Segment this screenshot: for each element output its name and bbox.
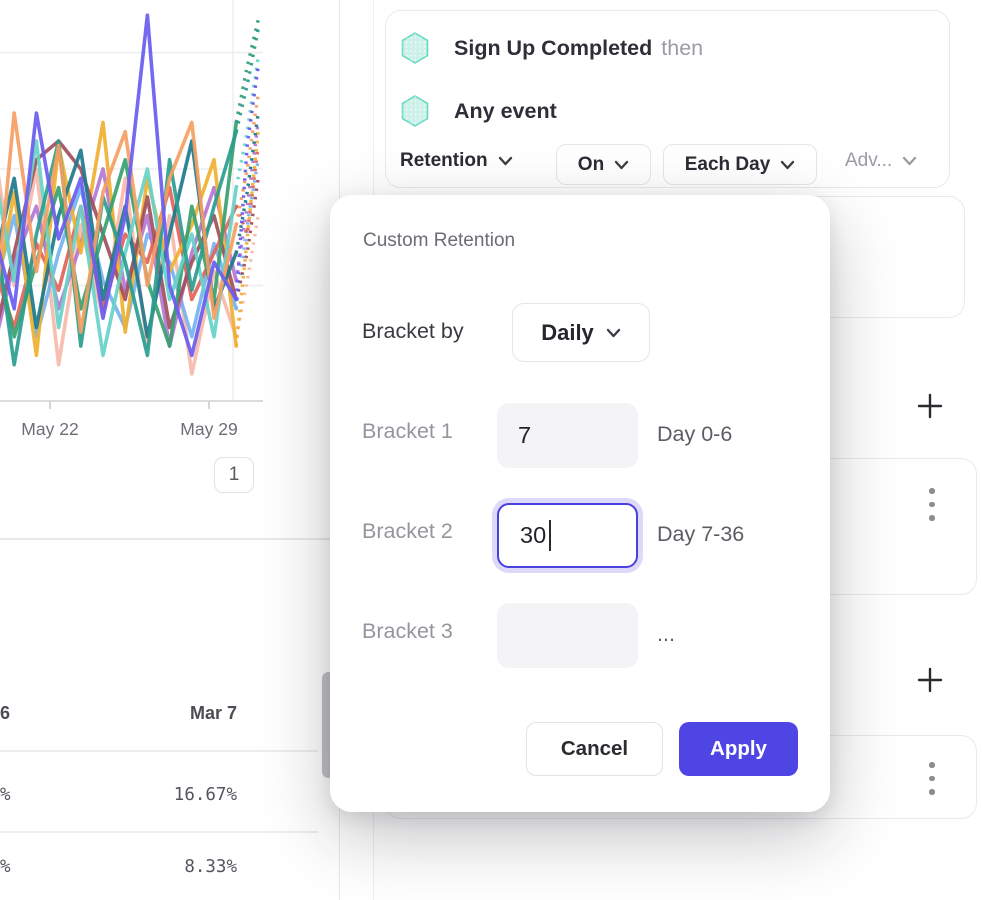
apply-button[interactable]: Apply	[679, 722, 798, 776]
bracket-2-range-hint: Day 7-36	[657, 522, 745, 546]
kebab-dot	[929, 501, 935, 507]
table-row: % 16.67%	[0, 770, 340, 820]
kebab-menu-icon[interactable]	[929, 488, 935, 521]
bracket-1-value: 7	[518, 422, 532, 448]
bracket-2-label: Bracket 2	[362, 519, 453, 543]
kebab-dot	[929, 789, 935, 795]
table-cell-value: 8.33%	[184, 857, 237, 877]
bracket-3-input[interactable]	[497, 603, 638, 668]
kebab-dot	[929, 488, 935, 494]
table-cell-partial: %	[0, 857, 11, 877]
query-builder-card: Sign Up Completed then Any event Retentio…	[385, 10, 950, 188]
bracket-by-dropdown[interactable]: Daily	[512, 303, 650, 362]
advanced-dropdown[interactable]: Adv...	[845, 150, 917, 172]
retention-line-chart[interactable]	[0, 0, 263, 412]
event-step-signup[interactable]: Sign Up Completed then	[401, 31, 703, 65]
text-cursor	[549, 520, 552, 551]
bracket-2-input[interactable]: 30	[497, 503, 638, 568]
chevron-down-icon	[781, 160, 795, 169]
table-header-cell: Mar 7	[189, 703, 237, 723]
event-name: Sign Up Completed	[454, 35, 653, 60]
bracket-1-label: Bracket 1	[362, 419, 453, 443]
x-axis-tick-label: May 22	[21, 419, 79, 439]
table-header-row: 6 Mar 7	[0, 690, 340, 736]
cancel-button[interactable]: Cancel	[526, 722, 663, 776]
pagination-page-button[interactable]: 1	[214, 457, 254, 493]
bracket-by-dropdown-label: Daily	[541, 319, 594, 345]
granularity-dropdown[interactable]: Each Day	[663, 144, 817, 185]
event-hexagon-icon	[401, 32, 429, 64]
table-row-divider	[0, 831, 318, 833]
chevron-down-icon	[615, 160, 629, 169]
bracket-1-input[interactable]: 7	[497, 403, 638, 468]
kebab-dot	[929, 775, 935, 781]
on-dropdown[interactable]: On	[556, 144, 651, 185]
event-step-any-event[interactable]: Any event	[401, 94, 557, 128]
table-cell-partial: %	[0, 785, 11, 805]
chevron-down-icon	[498, 156, 512, 166]
kebab-dot	[929, 762, 935, 768]
table-row-divider	[0, 750, 318, 752]
event-name: Any event	[454, 98, 557, 123]
bracket-by-label: Bracket by	[362, 319, 464, 343]
measure-dropdown-label: Retention	[400, 150, 488, 171]
x-axis-tick-label: May 29	[180, 419, 238, 439]
chevron-down-icon	[606, 328, 620, 337]
bracket-3-range-hint: ...	[657, 622, 675, 646]
advanced-dropdown-label: Adv...	[845, 150, 893, 171]
on-dropdown-label: On	[577, 153, 605, 175]
table-header-partial: 6	[0, 703, 11, 723]
left-report-section: May 22 May 29 1 6 Mar 7 % 16.67% % 8.33%	[0, 0, 340, 900]
kebab-menu-icon[interactable]	[929, 762, 935, 795]
add-section-plus-icon[interactable]	[917, 393, 943, 419]
bracket-2-value: 30	[520, 522, 547, 548]
chevron-down-icon	[903, 156, 917, 166]
modal-title: Custom Retention	[363, 230, 516, 251]
event-hexagon-icon	[401, 95, 429, 127]
bracket-1-range-hint: Day 0-6	[657, 422, 733, 446]
bracket-3-label: Bracket 3	[362, 619, 453, 643]
custom-retention-modal: Custom Retention Bracket by Daily Bracke…	[330, 195, 830, 812]
section-divider	[0, 538, 340, 540]
event-suffix: then	[661, 35, 704, 60]
table-cell-value: 16.67%	[173, 785, 237, 805]
kebab-dot	[929, 515, 935, 521]
measure-dropdown[interactable]: Retention	[400, 150, 513, 172]
query-controls-row: Retention On Each Day Adv...	[386, 143, 949, 185]
table-row: % 8.33%	[0, 842, 340, 892]
granularity-dropdown-label: Each Day	[684, 153, 771, 175]
add-section-plus-icon[interactable]	[917, 667, 943, 693]
